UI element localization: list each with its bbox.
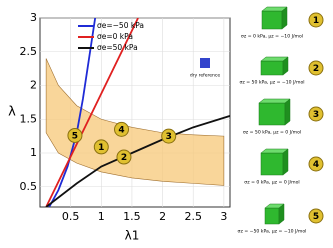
cube-front	[261, 10, 283, 30]
y-tick-label: 0.5	[20, 180, 38, 193]
legend-label: σe=0 kPa	[97, 32, 133, 41]
cube-front	[264, 207, 280, 225]
cube-side	[284, 98, 291, 126]
panel-badge	[308, 156, 324, 172]
panel-badge-label: 3	[313, 110, 319, 120]
panel-caption: σz = 50 kPa, μz = 0 J/mol	[243, 130, 301, 136]
legend-label: σe=50 kPa	[97, 43, 138, 52]
state-marker	[116, 149, 132, 165]
state-marker	[161, 128, 177, 144]
y-axis-label: λ	[8, 105, 16, 120]
dry-reference-cube	[200, 58, 210, 68]
panel-badge-label: 2	[313, 64, 319, 74]
panel-badge	[308, 60, 324, 76]
cube-front	[258, 102, 286, 126]
state-marker-label: 4	[118, 125, 124, 135]
cube-side	[281, 6, 288, 30]
legend-label: σe=−50 kPa	[97, 21, 144, 30]
x-tick-label: 2	[159, 210, 166, 223]
cube-front	[260, 60, 284, 76]
y-tick-label: 1	[30, 146, 37, 159]
panel-badge	[308, 106, 324, 122]
panel-caption: σz = 0 kPa, μz = 0 J/mol	[244, 180, 299, 186]
panel-badge-label: 1	[313, 16, 319, 26]
x-tick-label: 3	[220, 210, 227, 223]
state-marker-label: 1	[98, 143, 104, 153]
panel-caption: σz = 50 kPa, μz = −10 J/mol	[239, 80, 304, 86]
y-tick-label: 3	[30, 11, 37, 24]
plot-content	[45, 18, 230, 207]
panel-caption: σz = −50 kPa, μz = −10 J/mol	[238, 229, 307, 235]
y-tick-label: 2.5	[20, 45, 38, 58]
state-marker	[93, 139, 109, 155]
cube-side	[278, 203, 285, 225]
cube-side	[282, 56, 289, 76]
y-tick-label: 2	[30, 79, 37, 92]
band-area	[45, 58, 225, 186]
x-axis-label: λ1	[125, 229, 140, 243]
cube-side	[282, 148, 289, 176]
panel-badge	[308, 208, 324, 224]
panel-badge-label: 4	[313, 160, 319, 170]
state-marker-label: 5	[72, 131, 78, 141]
panel-caption: σz = 0 kPa, μz = −10 J/mol	[241, 34, 303, 40]
series-line	[45, 18, 139, 207]
x-tick-label: 0.5	[62, 210, 80, 223]
x-tick-label: 1.5	[123, 210, 141, 223]
state-marker-label: 2	[121, 153, 127, 163]
panel-badge	[308, 12, 324, 28]
state-marker	[67, 127, 83, 143]
series-line	[45, 115, 230, 207]
x-tick-label: 2.5	[184, 210, 202, 223]
x-tick-label: 1	[98, 210, 105, 223]
cube-front	[260, 152, 284, 176]
y-tick-label: 1.5	[20, 112, 38, 125]
panel-badge-label: 5	[313, 212, 319, 222]
dry-reference-label: dry reference	[190, 73, 221, 79]
state-marker-label: 3	[166, 132, 172, 142]
state-marker	[114, 121, 130, 137]
